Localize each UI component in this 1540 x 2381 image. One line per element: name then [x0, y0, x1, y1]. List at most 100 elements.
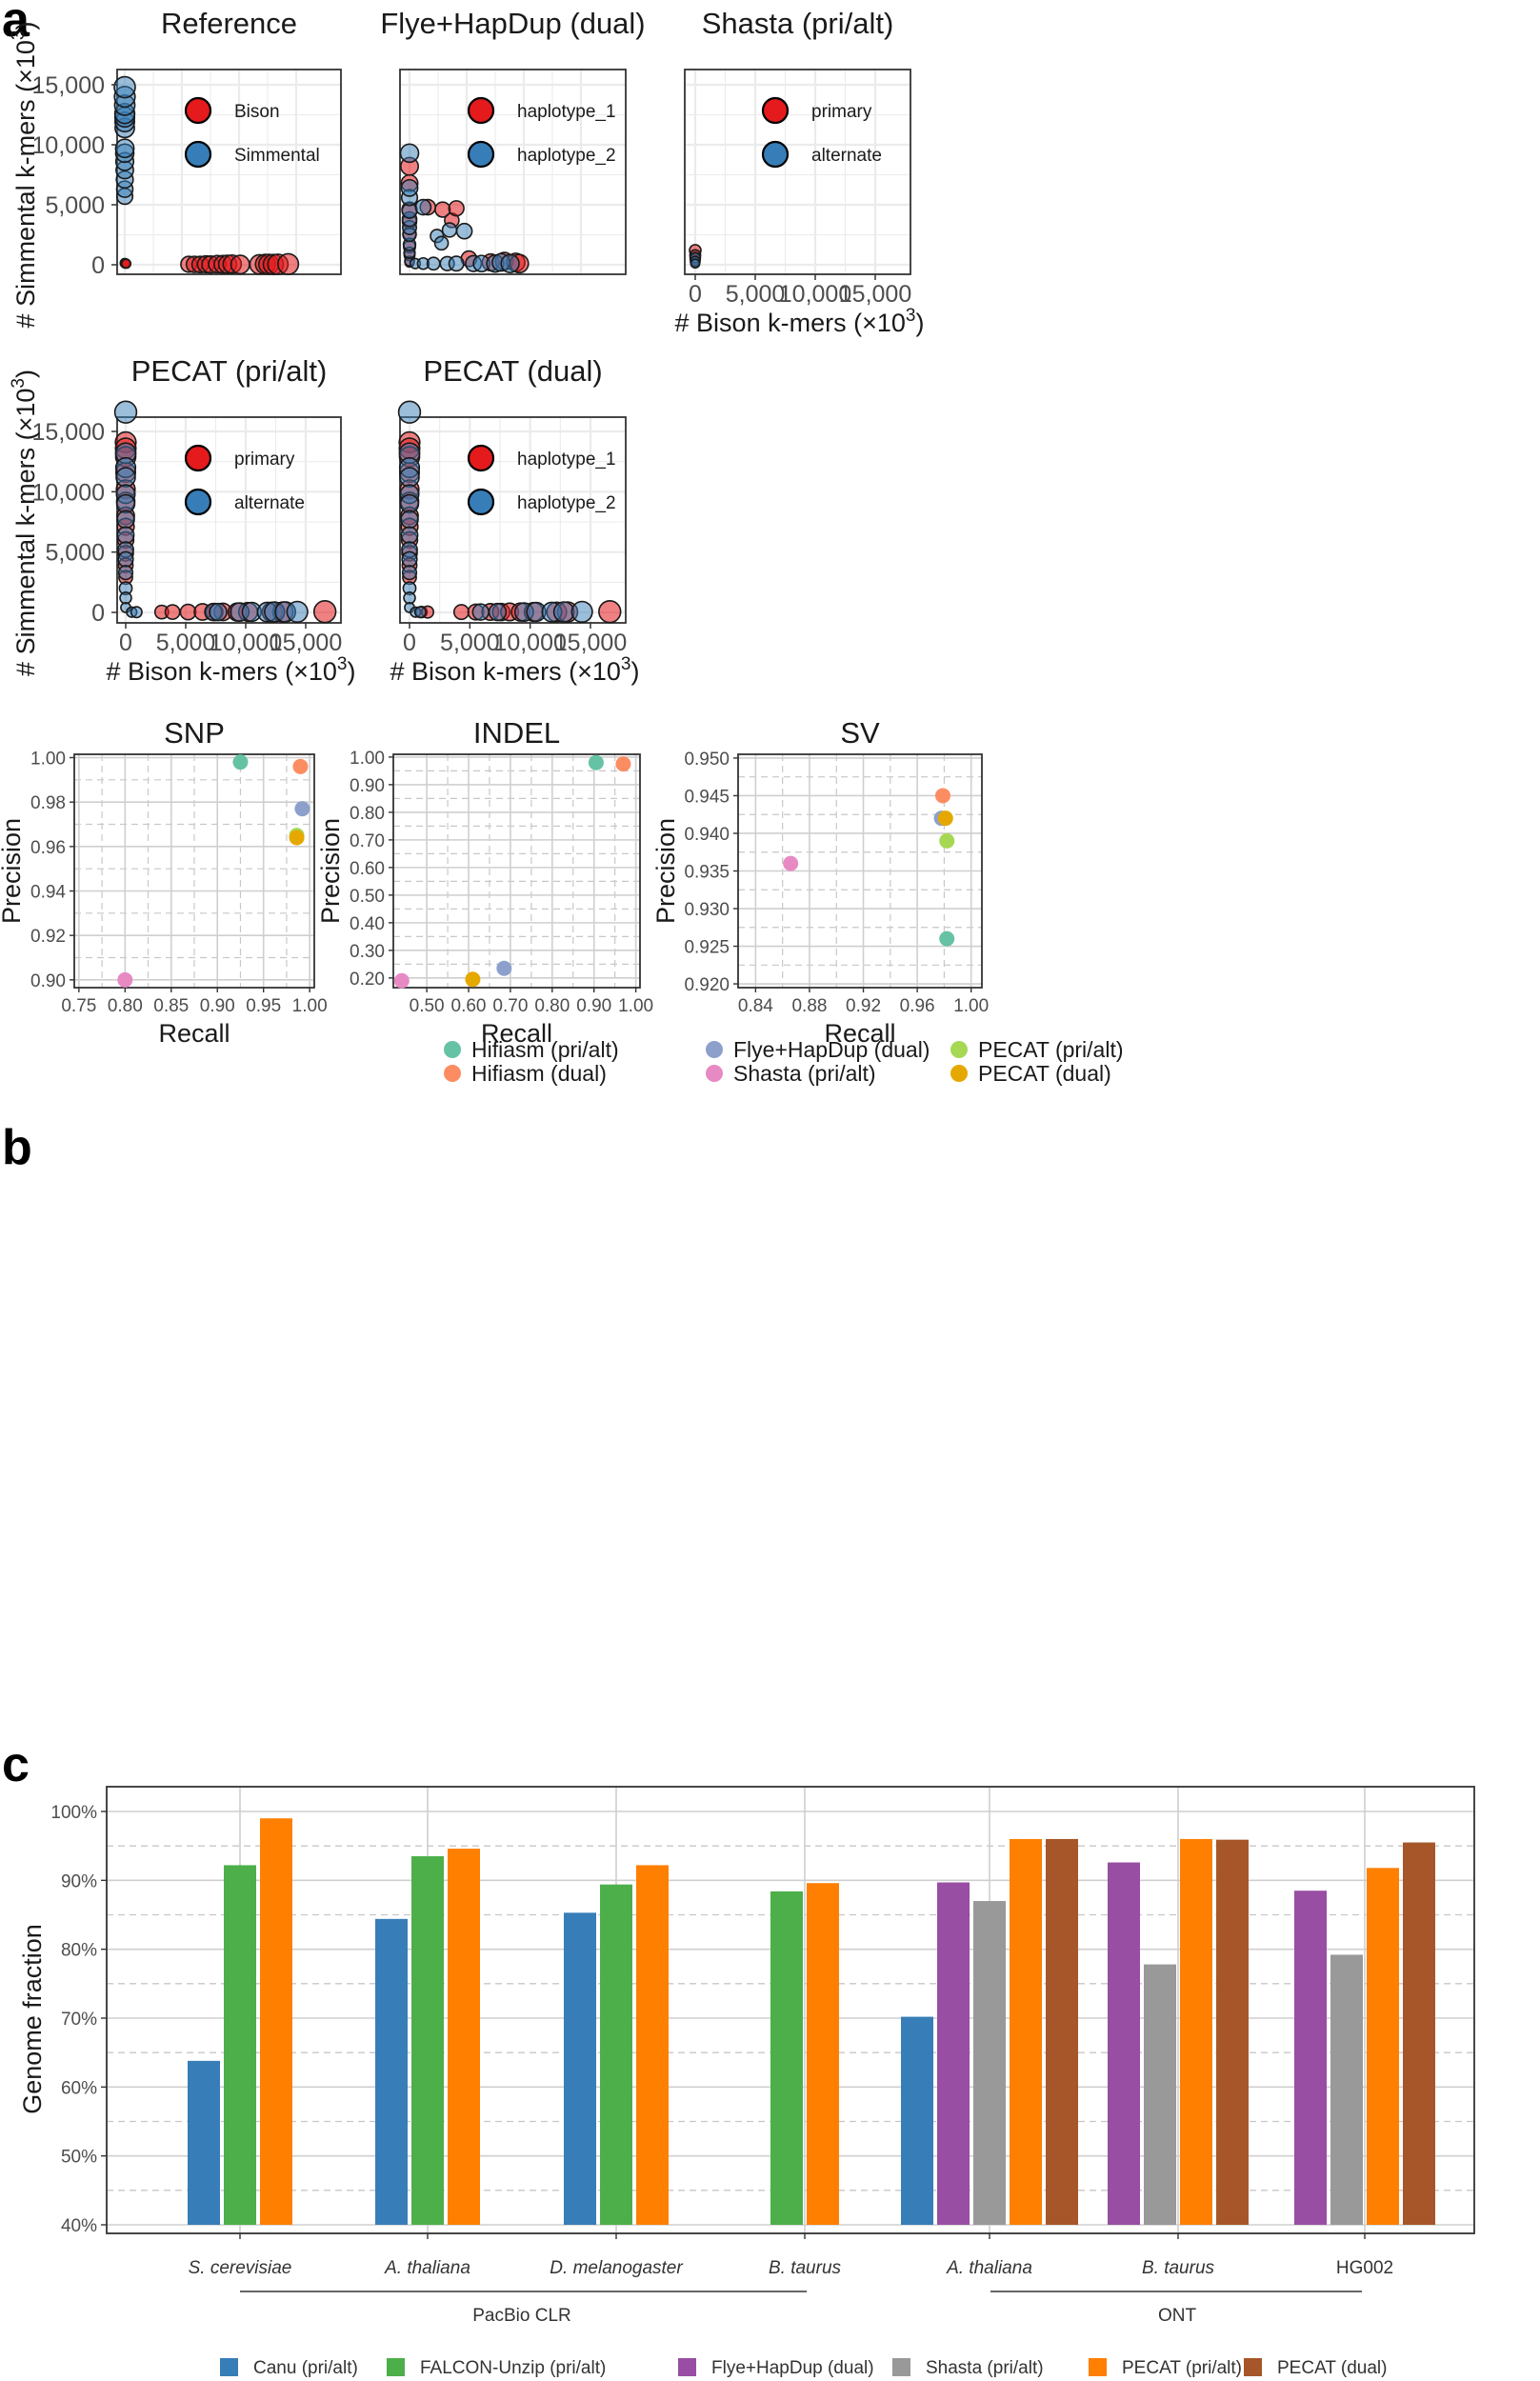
- y-axis-label: Precision: [0, 818, 26, 924]
- x-tick-label: 0.90: [576, 996, 611, 1016]
- panel-border: [399, 69, 627, 275]
- y-axis-label: Genome fraction: [18, 1924, 47, 2114]
- y-tick-label: 0.945: [684, 787, 730, 807]
- y-tick-label: 40%: [61, 2216, 97, 2236]
- y-tick-label: 0.30: [350, 942, 385, 962]
- variant-plot-b2: 0.50 0.60 0.70 0.80 0.90 1.000.200.300.400.50…: [316, 716, 653, 1048]
- x-tick-label: 0.95: [246, 996, 281, 1016]
- x-tick-label: 10,000: [779, 281, 851, 308]
- y-axis-label-exp: 3: [9, 378, 29, 389]
- legend-key-alternate: [184, 488, 212, 516]
- data-point-haplotype_2: [552, 601, 575, 623]
- legend-label: haplotype_1: [517, 102, 616, 122]
- data-point-PECAT (dual): [465, 971, 481, 988]
- data-point-alternate: [117, 565, 134, 581]
- legend-label: Simmental: [234, 146, 320, 166]
- y-tick-label: 0.40: [350, 914, 385, 934]
- y-tick-label: 5,000: [45, 192, 105, 219]
- panel-c-label: c: [2, 1737, 30, 1792]
- y-tick-label: 1.00: [30, 750, 66, 770]
- x-tick-label: 15,000: [839, 281, 911, 308]
- y-tick-label: 100%: [50, 1803, 97, 1823]
- panel-c-legend: Canu (pri/alt) FALCON-Unzip (pri/alt) Flye…: [220, 2358, 1387, 2378]
- legend-key-PECAT (pri/alt): [950, 1041, 968, 1058]
- data-point-haplotype_2: [399, 493, 420, 514]
- y-tick-label: 5,000: [45, 540, 105, 567]
- x-tick-label: 0.75: [61, 996, 96, 1016]
- y-tick-label: 0.940: [684, 825, 730, 845]
- legend-key-primary: [184, 444, 212, 472]
- y-tick-label: 0.935: [684, 863, 730, 883]
- bar-PECAT (pri/alt): [448, 1849, 480, 2225]
- variant-plot-b1: 0.75 0.80 0.85 0.90 0.95 1.00 0.90 0.92 0.94 0.96…: [0, 716, 328, 1048]
- panel-b: 0.75 0.80 0.85 0.90 0.95 1.00 0.90 0.92 0.94 0.96…: [0, 716, 1124, 1086]
- data-point-Shasta (pri/alt): [393, 972, 410, 989]
- legend-label: Bison: [234, 102, 280, 122]
- x-tick-label: 0.88: [791, 996, 827, 1016]
- y-axis-label-close: ): [11, 22, 40, 30]
- y-tick-label: 0.60: [350, 859, 385, 879]
- bar-PECAT (pri/alt): [807, 1883, 839, 2225]
- data-point-alternate: [286, 600, 309, 623]
- legend-label: primary: [811, 102, 872, 122]
- x-tick-label: 1.00: [292, 996, 328, 1016]
- legend-key-PECAT (dual): [1244, 2358, 1262, 2376]
- x-tick-label: 0.80: [108, 996, 143, 1016]
- legend-label: Canu (pri/alt): [253, 2358, 358, 2378]
- legend-label: primary: [234, 450, 295, 470]
- data-point-haplotype_2: [401, 550, 418, 568]
- data-point-Hifiasm (pri/alt): [232, 754, 249, 770]
- x-tick-label: 0: [119, 630, 132, 656]
- legend-label: Shasta (pri/alt): [733, 1061, 876, 1086]
- data-point-PECAT (dual): [289, 830, 305, 846]
- y-axis-label: Precision: [316, 818, 345, 924]
- x-tick-label: 0.90: [200, 996, 235, 1016]
- legend-label: haplotype_2: [517, 146, 616, 166]
- legend-key-haplotype_2: [467, 140, 495, 169]
- bar-FALCON-Unzip (pri/alt): [770, 1891, 803, 2225]
- y-tick-label: 0.98: [30, 793, 66, 813]
- bar-Shasta (pri/alt): [1144, 1964, 1176, 2225]
- x-tick-label: 0: [403, 630, 416, 656]
- bar-Shasta (pri/alt): [1330, 1954, 1363, 2225]
- data-point-PECAT (pri/alt): [939, 832, 955, 849]
- bar-Canu (pri/alt): [564, 1912, 596, 2225]
- legend-label: alternate: [234, 493, 305, 513]
- data-point-haplotype_2: [448, 255, 465, 272]
- x-axis-label: Recall: [481, 1019, 552, 1048]
- data-point-haplotype_2: [414, 198, 432, 216]
- legend-key-Hifiasm (dual): [444, 1065, 461, 1082]
- panel-border: [392, 753, 641, 989]
- legend-key-Flye+HapDup (dual): [706, 1041, 723, 1058]
- x-axis-label: # Bison k-mers (×103): [675, 306, 925, 337]
- y-tick-label: 0: [91, 600, 105, 627]
- legend-label: Flye+HapDup (dual): [711, 2358, 874, 2378]
- data-point-Hifiasm (dual): [615, 756, 631, 772]
- panel-b-legend: Hifiasm (pri/alt)Hifiasm (dual) Flye+HapD…: [444, 1037, 1124, 1086]
- y-tick-label: 0.92: [30, 927, 66, 947]
- y-axis-label-exp: 3: [9, 30, 29, 41]
- legend-label: PECAT (dual): [978, 1061, 1111, 1086]
- bar-PECAT (pri/alt): [260, 1818, 292, 2225]
- data-point-alternate: [117, 550, 134, 568]
- panel-a: ReferenceBisonSimmental05,00010,00015,00…: [9, 7, 924, 686]
- data-point-alternate: [116, 510, 135, 530]
- data-point-Hifiasm (dual): [292, 758, 309, 774]
- data-point-haplotype_2: [401, 565, 418, 581]
- data-point-haplotype_2: [488, 602, 508, 622]
- x-axis-label: Recall: [158, 1019, 230, 1048]
- kmer-plot-a3: Shasta (pri/alt) primary alternate 0 5,00010…: [675, 7, 925, 337]
- legend-label: haplotype_2: [517, 493, 616, 513]
- data-point-Bison: [121, 258, 132, 270]
- y-tick-label: 15,000: [32, 419, 105, 446]
- data-point-Hifiasm (pri/alt): [939, 930, 955, 947]
- legend-label: PECAT (pri/alt): [1122, 2358, 1242, 2378]
- data-point-Hifiasm (dual): [934, 788, 950, 804]
- data-point-haplotype_2: [433, 235, 450, 251]
- plot-title: PECAT (dual): [423, 354, 602, 388]
- data-point-haplotype_2: [570, 600, 593, 623]
- bar-Flye+HapDup (dual): [1294, 1891, 1327, 2225]
- plot-title: Reference: [161, 7, 297, 40]
- x-axis-label: Recall: [824, 1019, 895, 1048]
